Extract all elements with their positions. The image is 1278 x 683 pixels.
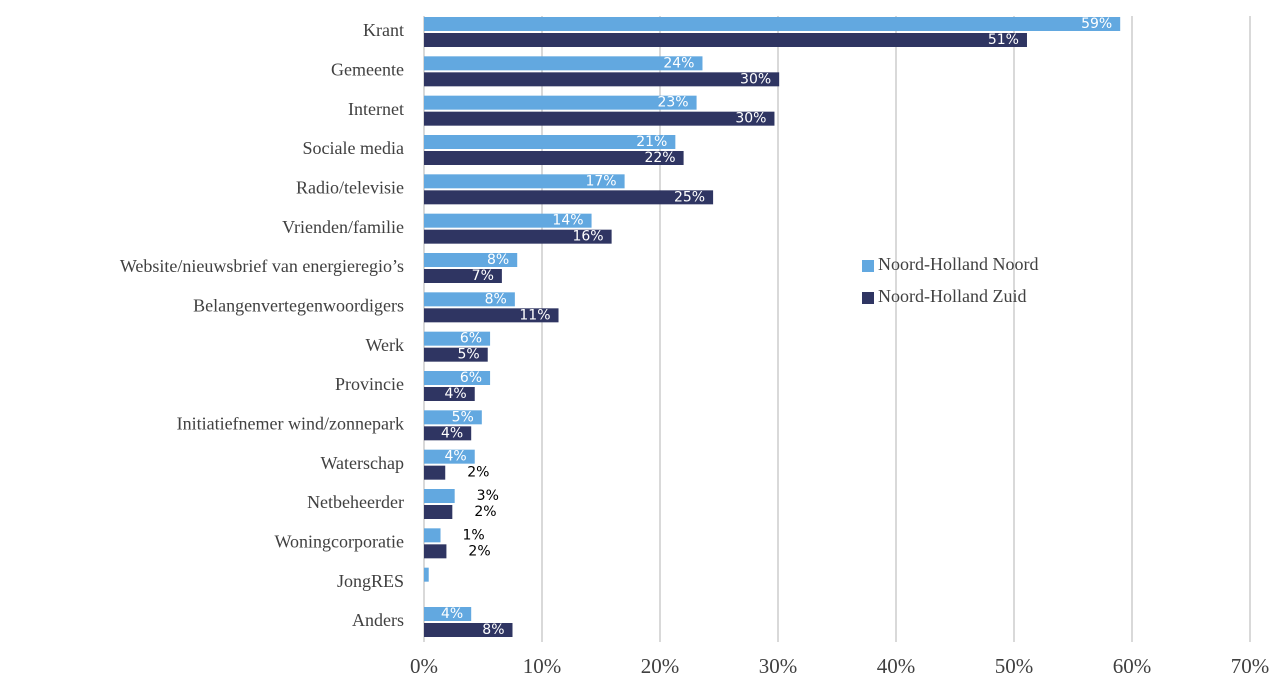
- legend-swatch: [862, 292, 874, 304]
- value-label: 17%: [585, 173, 616, 189]
- value-label: 8%: [485, 291, 507, 307]
- bar: [424, 253, 518, 267]
- bar: [424, 410, 482, 425]
- value-label: 23%: [657, 95, 688, 111]
- bar: [424, 33, 1027, 47]
- bar: [424, 72, 780, 87]
- legend-swatch: [862, 260, 874, 272]
- category-label: Werk: [365, 335, 404, 355]
- value-label: 3%: [477, 488, 499, 504]
- bar: [424, 213, 592, 228]
- value-label: 24%: [663, 55, 694, 71]
- value-label: 11%: [519, 307, 550, 323]
- legend-label: Noord-Holland Zuid: [878, 286, 1026, 306]
- value-label: 8%: [487, 252, 509, 268]
- category-label: Website/nieuwsbrief van energieregio’s: [120, 256, 404, 276]
- bar: [424, 489, 455, 503]
- category-label: Gemeente: [331, 59, 404, 79]
- bar: [424, 229, 612, 244]
- value-label: 25%: [674, 189, 705, 205]
- value-label: 6%: [460, 370, 482, 386]
- category-label: Netbeheerder: [307, 492, 404, 512]
- x-tick-label: 40%: [877, 654, 916, 678]
- value-label: 8%: [482, 622, 504, 638]
- bar: [424, 331, 491, 346]
- category-label: Waterschap: [320, 453, 404, 473]
- value-label: 4%: [441, 606, 463, 622]
- value-label: 21%: [636, 134, 667, 150]
- bar: [424, 567, 429, 582]
- bar: [424, 174, 625, 189]
- bar: [424, 607, 472, 621]
- bar: [424, 387, 475, 401]
- bar: [424, 505, 453, 519]
- x-tick-label: 60%: [1113, 654, 1152, 678]
- value-label: 59%: [1081, 16, 1112, 32]
- category-label: Internet: [348, 99, 404, 119]
- x-tick-label: 20%: [641, 654, 680, 678]
- value-label: 4%: [445, 449, 467, 465]
- category-label: Initiatiefnemer wind/zonnepark: [177, 413, 404, 433]
- bar: [424, 347, 488, 362]
- bar: [424, 111, 775, 126]
- category-label: Anders: [352, 610, 404, 630]
- value-label: 7%: [472, 268, 494, 284]
- x-tick-label: 30%: [759, 654, 798, 678]
- value-label: 30%: [735, 111, 766, 127]
- value-label: 2%: [474, 504, 496, 520]
- bar: [424, 449, 475, 464]
- bar: [424, 151, 684, 165]
- category-label: Krant: [363, 20, 404, 40]
- bar: [424, 95, 697, 110]
- category-label: Sociale media: [303, 138, 404, 158]
- x-tick-label: 0%: [410, 654, 438, 678]
- category-label: Provincie: [335, 374, 404, 394]
- x-tick-label: 10%: [523, 654, 562, 678]
- category-label: JongRES: [337, 571, 404, 591]
- bar: [424, 371, 491, 385]
- value-label: 2%: [467, 465, 489, 481]
- category-label: Woningcorporatie: [274, 531, 404, 551]
- bar: [424, 269, 502, 283]
- bar: [424, 56, 703, 71]
- value-label: 1%: [463, 527, 485, 543]
- bar: [424, 308, 559, 323]
- bar: [424, 17, 1121, 31]
- value-label: 2%: [468, 543, 490, 559]
- bar: [424, 426, 472, 441]
- value-label: 16%: [572, 229, 603, 245]
- value-label: 4%: [441, 425, 463, 441]
- bar: [424, 528, 441, 543]
- value-label: 6%: [460, 331, 482, 347]
- x-tick-label: 50%: [995, 654, 1034, 678]
- legend-label: Noord-Holland Noord: [878, 254, 1038, 274]
- value-label: 30%: [740, 71, 771, 87]
- bar: [424, 465, 446, 480]
- bar: [424, 623, 513, 637]
- category-label: Radio/televisie: [296, 177, 404, 197]
- category-label: Vrienden/familie: [282, 217, 404, 237]
- bar: [424, 544, 447, 559]
- value-label: 5%: [458, 347, 480, 363]
- bar: [424, 135, 676, 149]
- bar: [424, 292, 515, 307]
- value-label: 22%: [644, 150, 675, 166]
- bar: [424, 190, 714, 205]
- value-label: 14%: [552, 213, 583, 229]
- x-tick-label: 70%: [1231, 654, 1270, 678]
- value-label: 4%: [445, 386, 467, 402]
- value-label: 5%: [452, 409, 474, 425]
- category-label: Belangenvertegenwoordigers: [193, 295, 404, 315]
- value-label: 51%: [988, 32, 1019, 48]
